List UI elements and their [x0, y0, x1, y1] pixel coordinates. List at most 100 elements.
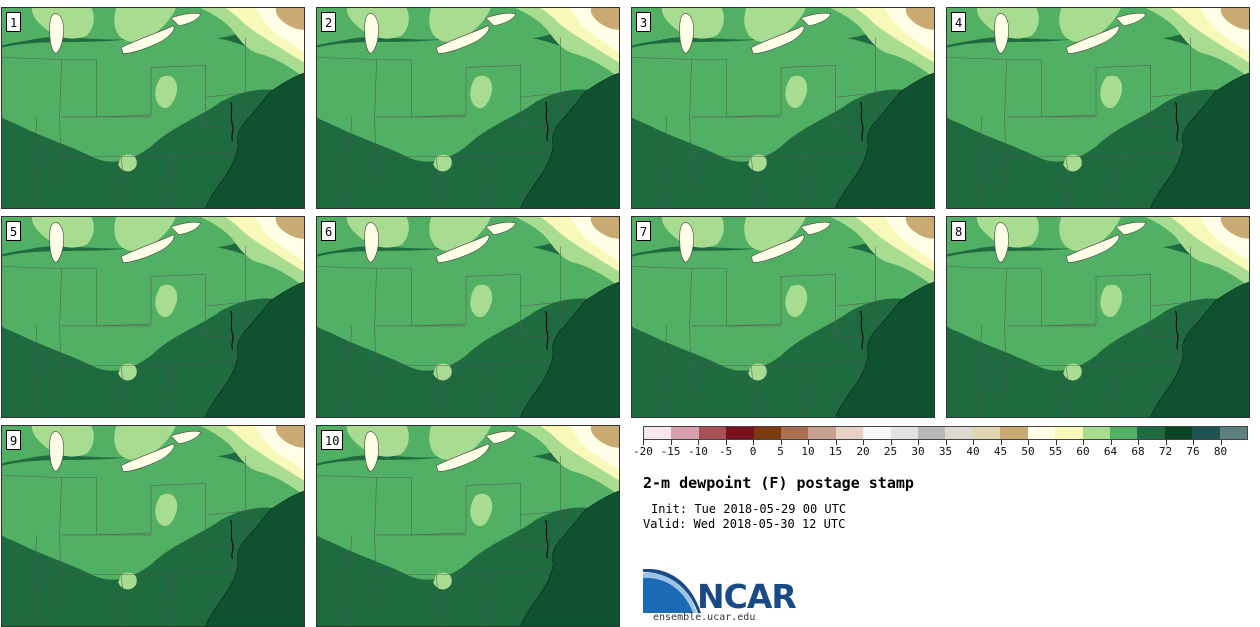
colorbar-swatch — [1192, 427, 1220, 439]
colorbar-tick — [1193, 440, 1194, 445]
colorbar-tick — [1110, 440, 1112, 445]
colorbar-swatch — [863, 427, 891, 439]
member-label: 10 — [321, 430, 344, 450]
ncar-logo-icon — [643, 569, 701, 613]
colorbar-tick-label: 64 — [1103, 445, 1118, 458]
member-label: 2 — [321, 12, 337, 32]
colorbar-swatch — [890, 427, 919, 439]
ncar-wordmark: NCAR — [697, 577, 797, 616]
stamp-panel-7: 7 — [631, 216, 935, 418]
stamp-panel-9: 9 — [1, 425, 305, 627]
colorbar-swatch — [835, 427, 864, 439]
colorbar-tick-label: 76 — [1186, 445, 1200, 458]
colorbar-tick-label: 68 — [1131, 445, 1145, 458]
colorbar-ticks: -20 -15 -10 -5 0 5 10 15 20 25 30 35 40 45 50 55 60 64 68 7… — [633, 440, 1248, 462]
colorbar-tick — [1083, 440, 1084, 445]
colorbar-tick — [863, 440, 864, 445]
colorbar-tick-label: 80 — [1213, 445, 1228, 458]
stamp-panel-2: 2 — [316, 7, 620, 209]
colorbar-tick-label: -20 — [633, 445, 653, 458]
colorbar-tick-label: 72 — [1158, 445, 1173, 458]
stamp-panel-8: 8 — [946, 216, 1250, 418]
colorbar-swatch — [781, 427, 809, 439]
stamp-panel-4: 4 — [946, 7, 1250, 209]
colorbar-tick-label: 5 — [777, 445, 784, 458]
dewpoint-map — [632, 8, 934, 208]
colorbar-tick — [670, 440, 672, 445]
colorbar-tick-label: 0 — [749, 445, 757, 458]
colorbar-swatch — [644, 427, 672, 439]
colorbar-tick-label: 45 — [993, 445, 1008, 458]
colorbar-tick-label: -5 — [718, 445, 733, 458]
colorbar-tick — [753, 440, 754, 445]
colorbar-swatch — [945, 427, 973, 439]
colorbar-tick-label: 10 — [801, 445, 815, 458]
colorbar-tick-label: 40 — [966, 445, 980, 458]
dewpoint-map — [947, 8, 1249, 208]
colorbar-tick — [890, 440, 892, 445]
colorbar-tick — [973, 440, 974, 445]
colorbar-tick — [1055, 440, 1057, 445]
colorbar-tick — [808, 440, 809, 445]
dewpoint-map — [317, 217, 619, 417]
colorbar-tick-label: 25 — [883, 445, 898, 458]
colorbar-swatch — [1027, 427, 1056, 439]
colorbar-swatch — [918, 427, 946, 439]
colorbar-tick — [780, 440, 782, 445]
member-label: 3 — [636, 12, 652, 32]
colorbar-tick — [725, 440, 727, 445]
dewpoint-map — [317, 8, 619, 208]
colorbar-tick-label: -15 — [660, 445, 681, 458]
member-label: 7 — [636, 221, 652, 241]
colorbar-tick — [643, 440, 644, 445]
plot-title: 2-m dewpoint (F) postage stamp — [643, 474, 914, 492]
stamp-panel-10: 10 — [316, 425, 620, 627]
colorbar-tick-label: 15 — [828, 445, 843, 458]
colorbar-tick-label: 30 — [911, 445, 925, 458]
colorbar-tick — [1165, 440, 1167, 445]
dewpoint-map — [2, 217, 304, 417]
colorbar-swatch — [808, 427, 836, 439]
colorbar-tick-label: 50 — [1021, 445, 1035, 458]
member-label: 5 — [6, 221, 22, 241]
dewpoint-map — [947, 217, 1249, 417]
colorbar-swatch — [671, 427, 699, 439]
colorbar-tick — [1138, 440, 1139, 445]
colorbar-swatch — [1137, 427, 1165, 439]
member-label: 9 — [6, 430, 22, 450]
stamp-panel-1: 1 — [1, 7, 305, 209]
init-time: Init: Tue 2018-05-29 00 UTC — [651, 502, 847, 516]
colorbar-swatch — [698, 427, 727, 439]
stamp-panel-5: 5 — [1, 216, 305, 418]
valid-time: Valid: Wed 2018-05-30 12 UTC — [643, 517, 846, 531]
colorbar-swatch — [1164, 427, 1193, 439]
stamp-panel-3: 3 — [631, 7, 935, 209]
colorbar-tick — [1220, 440, 1222, 445]
colorbar-swatch — [1082, 427, 1110, 439]
colorbar-swatch — [1109, 427, 1138, 439]
colorbar-tick-label: 60 — [1076, 445, 1090, 458]
stamp-panel-6: 6 — [316, 216, 620, 418]
dewpoint-map — [632, 217, 934, 417]
colorbar-tick — [835, 440, 837, 445]
colorbar-tick — [1000, 440, 1002, 445]
colorbar-tick-label: -10 — [688, 445, 708, 458]
colorbar-swatch — [1000, 427, 1028, 439]
colorbar-swatch — [972, 427, 1001, 439]
colorbar-tick-label: 35 — [938, 445, 953, 458]
colorbar-swatch — [753, 427, 782, 439]
colorbar-swatch — [1055, 427, 1083, 439]
colorbar-tick — [698, 440, 699, 445]
colorbar-tick — [1028, 440, 1029, 445]
member-label: 1 — [6, 12, 22, 32]
ncar-url: ensemble.ucar.edu — [653, 612, 756, 623]
member-label: 4 — [951, 12, 967, 32]
colorbar-tick-label: 20 — [856, 445, 870, 458]
dewpoint-colorbar — [643, 426, 1248, 440]
colorbar-tick-label: 55 — [1048, 445, 1063, 458]
colorbar-tick — [918, 440, 919, 445]
member-label: 8 — [951, 221, 967, 241]
colorbar-tick — [945, 440, 947, 445]
member-label: 6 — [321, 221, 337, 241]
dewpoint-map — [2, 8, 304, 208]
